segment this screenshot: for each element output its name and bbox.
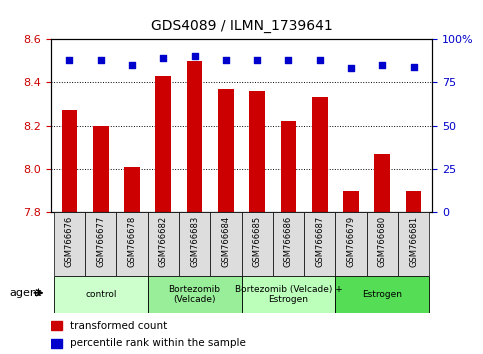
- Bar: [124, 167, 140, 212]
- Bar: [281, 121, 296, 212]
- Point: [284, 57, 292, 63]
- Bar: [335, 212, 367, 276]
- Text: GSM766684: GSM766684: [221, 216, 230, 267]
- Bar: [335, 276, 429, 313]
- Text: Bortezomib
(Velcade): Bortezomib (Velcade): [169, 285, 221, 304]
- Bar: [210, 212, 242, 276]
- Bar: [374, 154, 390, 212]
- Text: Estrogen: Estrogen: [362, 290, 402, 299]
- Text: agent: agent: [9, 288, 42, 298]
- Point: [253, 57, 261, 63]
- Bar: [85, 212, 116, 276]
- Point: [66, 57, 73, 63]
- Point: [191, 53, 199, 59]
- Bar: [116, 212, 148, 276]
- Point: [410, 64, 417, 69]
- Bar: [218, 89, 234, 212]
- Bar: [54, 276, 148, 313]
- Text: GSM766680: GSM766680: [378, 216, 387, 267]
- Text: Bortezomib (Velcade) +
Estrogen: Bortezomib (Velcade) + Estrogen: [235, 285, 342, 304]
- Point: [128, 62, 136, 68]
- Text: percentile rank within the sample: percentile rank within the sample: [70, 338, 246, 348]
- Bar: [398, 212, 429, 276]
- Text: GSM766686: GSM766686: [284, 216, 293, 267]
- Text: GDS4089 / ILMN_1739641: GDS4089 / ILMN_1739641: [151, 19, 332, 34]
- Point: [97, 57, 105, 63]
- Point: [222, 57, 230, 63]
- Text: control: control: [85, 290, 116, 299]
- Text: GSM766678: GSM766678: [128, 216, 137, 267]
- Text: GSM766687: GSM766687: [315, 216, 324, 267]
- Bar: [312, 97, 327, 212]
- Bar: [51, 339, 62, 348]
- Bar: [343, 191, 359, 212]
- Text: GSM766677: GSM766677: [96, 216, 105, 267]
- Bar: [304, 212, 335, 276]
- Text: GSM766676: GSM766676: [65, 216, 74, 267]
- Bar: [187, 61, 202, 212]
- Text: GSM766679: GSM766679: [346, 216, 355, 267]
- Text: GSM766682: GSM766682: [159, 216, 168, 267]
- Bar: [242, 276, 335, 313]
- Text: GSM766683: GSM766683: [190, 216, 199, 267]
- Bar: [51, 321, 62, 330]
- Bar: [148, 276, 242, 313]
- Bar: [406, 191, 421, 212]
- Point: [378, 62, 386, 68]
- Text: GSM766685: GSM766685: [253, 216, 262, 267]
- Bar: [156, 76, 171, 212]
- Bar: [54, 212, 85, 276]
- Text: GSM766681: GSM766681: [409, 216, 418, 267]
- Bar: [273, 212, 304, 276]
- Point: [159, 55, 167, 61]
- Text: transformed count: transformed count: [70, 321, 167, 331]
- Bar: [249, 91, 265, 212]
- Bar: [179, 212, 210, 276]
- Bar: [93, 126, 109, 212]
- Bar: [367, 212, 398, 276]
- Bar: [62, 110, 77, 212]
- Bar: [148, 212, 179, 276]
- Bar: [242, 212, 273, 276]
- Point: [316, 57, 324, 63]
- Point: [347, 65, 355, 71]
